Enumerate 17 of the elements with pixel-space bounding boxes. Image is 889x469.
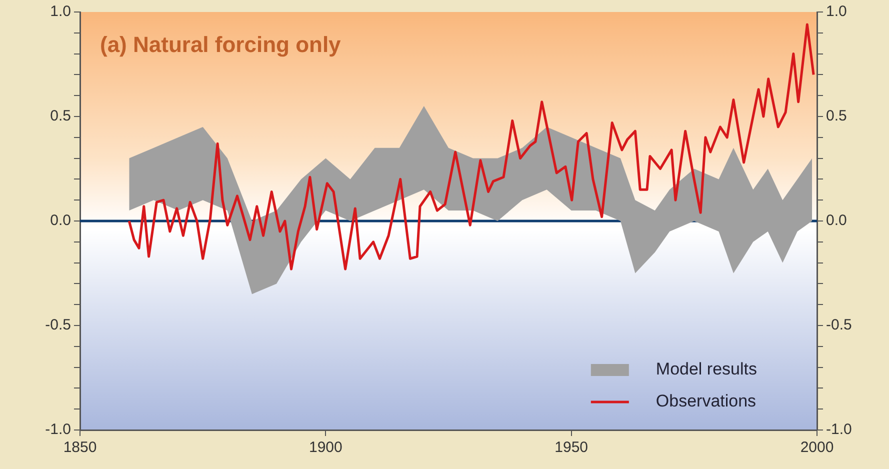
x-tick-label: 1900 — [308, 439, 342, 456]
y2-tick-label: 1.0 — [826, 3, 847, 20]
y2-tick-label: -1.0 — [826, 421, 852, 438]
x-tick-label: 2000 — [800, 439, 834, 456]
y2-tick-label: 0.0 — [826, 212, 847, 230]
y-tick-label: 1.0 — [50, 3, 71, 20]
y2-tick-label: 0.5 — [826, 108, 847, 125]
y-tick-label: 0.5 — [50, 108, 71, 125]
y-tick-label: 0.0 — [50, 212, 71, 230]
x-tick-label: 1850 — [63, 439, 97, 456]
y2-tick-label: -0.5 — [826, 316, 852, 334]
y-tick-label: -0.5 — [45, 316, 71, 334]
x-tick-label: 1950 — [554, 439, 588, 456]
y-tick-label: -1.0 — [45, 421, 71, 438]
legend-label: Observations — [656, 392, 756, 411]
text: (a) Natural forcing only — [100, 32, 342, 58]
legend-label: Model results — [656, 360, 758, 379]
